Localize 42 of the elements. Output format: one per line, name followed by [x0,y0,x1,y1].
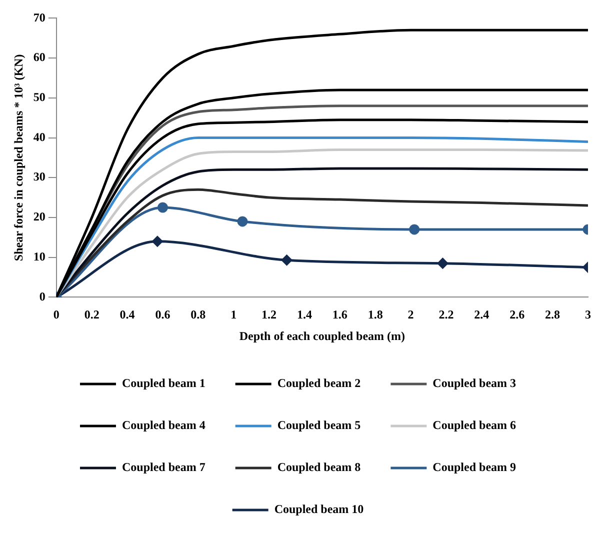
x-tick-label: 1.4 [296,307,312,322]
legend-label: Coupled beam 2 [277,376,361,390]
point [157,202,168,213]
legend-label: Coupled beam 7 [122,460,206,474]
y-tick-label: 0 [39,289,46,304]
x-tick-label: 0.4 [120,307,135,322]
x-tick-label: 2.6 [510,307,525,322]
legend-label: Coupled beam 1 [122,376,206,390]
x-tick-label: 0.2 [84,307,100,322]
y-tick-label: 10 [33,249,46,264]
x-tick-label: 0.8 [190,307,206,322]
legend-label: Coupled beam 3 [432,376,516,390]
x-tick-label: 1.6 [332,307,348,322]
legend-label: Coupled beam 6 [432,418,516,432]
x-tick-label: 2.2 [438,307,454,322]
x-tick-label: 2.8 [545,307,560,322]
y-tick-label: 20 [33,210,46,224]
y-tick-label: 70 [33,10,46,24]
x-axis-title: Depth of each coupled beam (m) [239,328,406,343]
point [152,236,163,247]
x-tick-label: 1.8 [368,307,383,322]
y-axis-title: Shear force in coupled beams * 10³ (KN) [11,54,26,262]
x-tick-label: 0 [53,307,60,322]
y-tick-label: 60 [33,50,46,64]
legend-label: Coupled beam 8 [277,460,361,474]
y-tick-label: 30 [33,170,46,184]
point [237,216,248,227]
point [409,224,420,235]
legend-label: Coupled beam 9 [432,460,516,474]
y-tick-label: 40 [33,130,46,144]
legend-label: Coupled beam 10 [274,502,364,516]
x-tick-label: 1.2 [262,307,277,322]
legend-label: Coupled beam 5 [277,418,361,432]
point [282,254,292,266]
x-tick-label: 1 [230,307,237,322]
y-tick-label: 50 [33,90,46,104]
x-tick-label: 2.4 [474,307,490,322]
x-tick-label: 3 [585,307,591,322]
x-tick-label: 0.6 [155,307,170,322]
x-tick-label: 2 [408,307,414,322]
point [437,258,448,269]
legend-label: Coupled beam 4 [122,418,206,432]
